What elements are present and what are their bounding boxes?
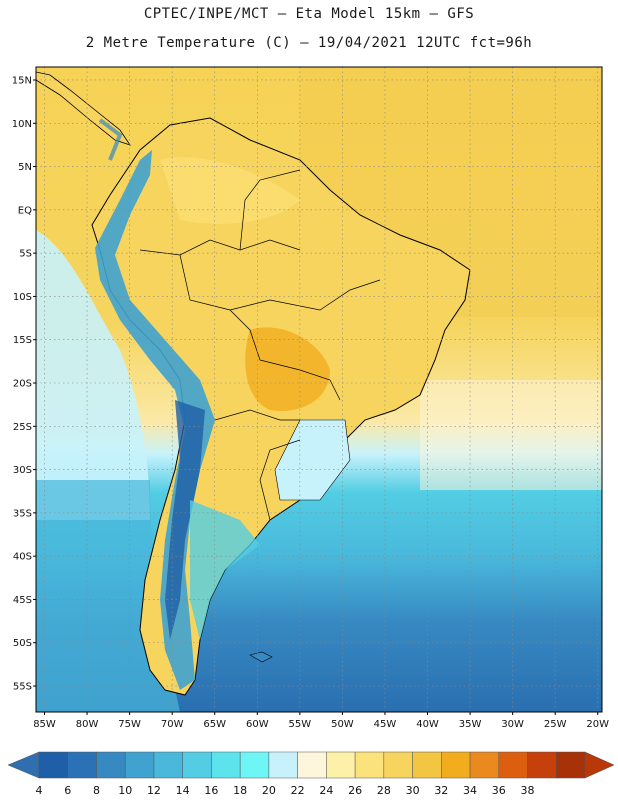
map-title-line-1: CPTEC/INPE/MCT – Eta Model 15km – GFS bbox=[143, 6, 475, 22]
longitude-label: 30W bbox=[501, 719, 524, 730]
colorbar-swatch bbox=[268, 751, 298, 779]
latitude-label: 50S bbox=[13, 638, 32, 649]
colorbar-label: 36 bbox=[492, 784, 506, 797]
longitude-label: 55W bbox=[289, 719, 312, 730]
colorbar-swatch bbox=[182, 751, 212, 779]
longitude-label: 65W bbox=[203, 719, 226, 730]
colorbar-swatch bbox=[297, 751, 327, 779]
latitude-label: 25S bbox=[13, 422, 32, 433]
latitude-label: 10S bbox=[13, 292, 32, 303]
latitude-label: 45S bbox=[13, 595, 32, 606]
colorbar-label: 22 bbox=[291, 784, 305, 797]
colorbar-swatch bbox=[527, 751, 557, 779]
colorbar-swatch bbox=[239, 751, 270, 779]
temperature-field bbox=[36, 67, 602, 712]
country-borders bbox=[139, 169, 381, 521]
longitude-label: 70W bbox=[161, 719, 184, 730]
colorbar-label: 4 bbox=[36, 784, 43, 797]
colorbar-label: 32 bbox=[434, 784, 448, 797]
latitude-label: 55S bbox=[13, 682, 32, 693]
colorbar-swatch bbox=[556, 751, 586, 779]
colorbar-swatch bbox=[67, 751, 97, 779]
colorbar-swatch bbox=[383, 751, 413, 779]
longitude-label: 20W bbox=[586, 719, 609, 730]
longitude-label: 35W bbox=[459, 719, 482, 730]
map-frame bbox=[35, 66, 603, 713]
colorbar-label: 26 bbox=[348, 784, 362, 797]
latitude-label: 35S bbox=[13, 508, 32, 519]
colorbar-label: 12 bbox=[147, 784, 161, 797]
colorbar-label: 8 bbox=[93, 784, 100, 797]
temperature-colorbar bbox=[7, 751, 615, 779]
longitude-label: 80W bbox=[76, 719, 99, 730]
latitude-label: EQ bbox=[18, 205, 32, 216]
colorbar-label: 34 bbox=[463, 784, 477, 797]
colorbar-label: 18 bbox=[233, 784, 247, 797]
colorbar-swatch bbox=[326, 751, 356, 779]
colorbar-swatch bbox=[441, 751, 471, 779]
latitude-label: 40S bbox=[13, 552, 32, 563]
longitude-label: 45W bbox=[374, 719, 397, 730]
longitude-label: 60W bbox=[246, 719, 269, 730]
latitude-label: 30S bbox=[13, 465, 32, 476]
longitude-label: 25W bbox=[544, 719, 567, 730]
latitude-label: 15S bbox=[13, 335, 32, 346]
colorbar-label: 20 bbox=[262, 784, 276, 797]
colorbar-swatch bbox=[354, 751, 385, 779]
latitude-label: 15N bbox=[12, 75, 32, 86]
colorbar-swatch bbox=[498, 751, 528, 779]
colorbar-label: 10 bbox=[118, 784, 132, 797]
colorbar-swatch bbox=[124, 751, 155, 779]
andes-cold-band bbox=[95, 150, 215, 690]
latitude-labels: 15N 10N 5N EQ 5S 10S 15S 20S 25S 30S 35S 40S 45S 50S 5… bbox=[12, 75, 36, 693]
latitude-label: 20S bbox=[13, 379, 32, 390]
colorbar-label: 28 bbox=[377, 784, 391, 797]
colorbar-swatch bbox=[96, 751, 126, 779]
longitude-labels: 85W 80W 75W 70W 65W 60W 55W 50W 45W 40W 35W 30W 25W 2… bbox=[33, 712, 609, 730]
longitude-label: 85W bbox=[33, 719, 56, 730]
colorbar-low-arrow bbox=[7, 751, 40, 779]
longitude-label: 75W bbox=[118, 719, 141, 730]
colorbar-label: 16 bbox=[204, 784, 218, 797]
colorbar-swatch bbox=[38, 751, 68, 779]
colorbar-label: 30 bbox=[406, 784, 420, 797]
colorbar-swatch bbox=[153, 751, 183, 779]
colorbar-labels: 4 6 8 10 12 14 16 18 20 22 24 26 28 30 32 34 36 38 bbox=[36, 784, 535, 797]
latitude-label: 5S bbox=[19, 249, 32, 260]
longitude-label: 40W bbox=[416, 719, 439, 730]
longitude-label: 50W bbox=[331, 719, 354, 730]
colorbar-label: 24 bbox=[319, 784, 333, 797]
latitude-label: 5N bbox=[18, 162, 32, 173]
latitude-label: 10N bbox=[12, 119, 32, 130]
colorbar-swatch bbox=[211, 751, 241, 779]
colorbar-label: 38 bbox=[521, 784, 535, 797]
colorbar-swatch bbox=[469, 751, 500, 779]
colorbar-swatch bbox=[412, 751, 442, 779]
map-title-line-2: 2 Metre Temperature (C) – 19/04/2021 12U… bbox=[85, 35, 533, 51]
colorbar-high-arrow bbox=[584, 751, 615, 779]
colorbar-label: 14 bbox=[176, 784, 190, 797]
colorbar-label: 6 bbox=[64, 784, 71, 797]
